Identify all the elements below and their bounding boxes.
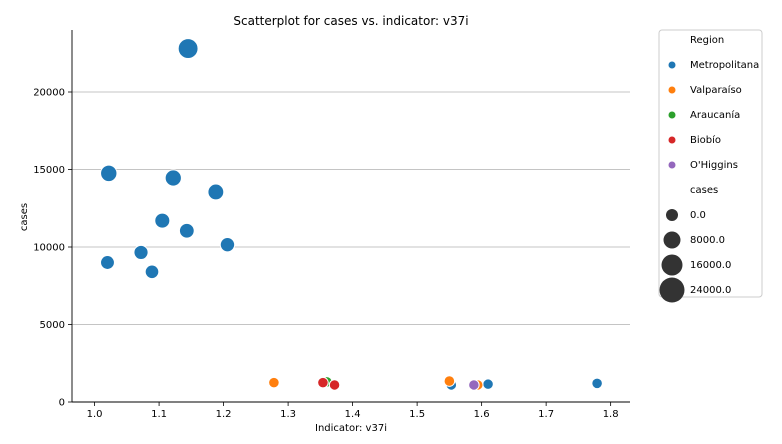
legend-label: Metropolitana — [690, 60, 759, 71]
legend-size-marker — [661, 254, 683, 276]
x-tick-label: 1.0 — [87, 409, 103, 420]
legend-marker — [668, 111, 676, 119]
y-tick-label: 0 — [59, 398, 65, 409]
gridlines — [72, 91, 630, 325]
data-point — [177, 38, 199, 60]
data-point — [100, 164, 118, 183]
legend-title-region: Region — [690, 35, 724, 46]
legend: Region Metropolitana Valparaíso Araucanía Bi… — [658, 29, 763, 303]
legend-label: Valparaíso — [690, 84, 742, 96]
data-point — [154, 212, 171, 229]
x-tick-label: 1.8 — [603, 409, 619, 420]
legend-size-label: 24000.0 — [690, 285, 731, 296]
legend-size-marker — [666, 209, 678, 221]
x-tick-label: 1.7 — [538, 409, 554, 420]
data-point — [443, 375, 456, 387]
legend-size-label: 8000.0 — [690, 235, 725, 246]
data-point — [133, 244, 149, 261]
legend-label: Biobío — [690, 134, 721, 146]
legend-marker — [668, 136, 676, 144]
x-tick-label: 1.1 — [151, 409, 167, 420]
data-point — [219, 236, 236, 253]
legend-size-marker — [659, 277, 685, 303]
data-point — [178, 222, 195, 239]
y-tick-label: 5000 — [40, 320, 65, 331]
legend-marker — [668, 161, 676, 169]
legend-box — [658, 29, 763, 298]
data-point — [268, 376, 280, 389]
x-tick-label: 1.3 — [280, 409, 296, 420]
legend-size-label: 0.0 — [690, 210, 706, 221]
x-tick-label: 1.2 — [216, 409, 232, 420]
legend-label: O'Higgins — [690, 160, 738, 171]
data-point — [207, 183, 225, 201]
y-tick-label: 15000 — [33, 165, 65, 176]
legend-marker — [668, 61, 676, 69]
data-point — [144, 264, 160, 280]
data-point — [164, 169, 182, 187]
x-tick-label: 1.5 — [409, 409, 425, 420]
chart-title: Scatterplot for cases vs. indicator: v37… — [233, 14, 468, 28]
data-point — [591, 377, 603, 390]
data-point — [317, 376, 329, 389]
data-point — [482, 378, 494, 390]
legend-title-cases: cases — [690, 185, 718, 196]
legend-size-marker — [663, 231, 681, 249]
data-point — [328, 379, 341, 391]
axes: 0 5000 10000 15000 20000 1.0 1.1 1.2 1.3 1.4 1.5 1.… — [33, 30, 630, 420]
y-tick-label: 20000 — [33, 88, 65, 99]
x-axis-label: Indicator: v37i — [315, 423, 387, 434]
legend-marker — [668, 86, 676, 94]
legend-size-label: 16000.0 — [690, 260, 731, 271]
data-point — [100, 255, 115, 270]
data-point — [468, 379, 480, 391]
x-tick-label: 1.4 — [345, 409, 361, 420]
data-points — [100, 38, 603, 391]
x-tick-label: 1.6 — [474, 409, 490, 420]
y-axis-label: cases — [19, 203, 30, 231]
y-tick-label: 10000 — [33, 243, 65, 254]
legend-label: Araucanía — [690, 109, 740, 121]
